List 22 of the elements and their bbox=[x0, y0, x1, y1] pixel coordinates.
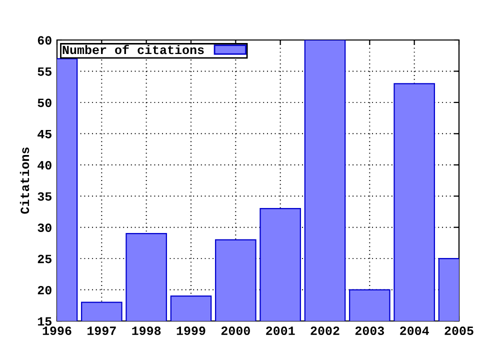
x-tick-label: 1998 bbox=[132, 326, 161, 336]
legend-label: Number of citations bbox=[62, 44, 204, 54]
y-tick-label: 25 bbox=[38, 254, 52, 264]
x-tick-label: 2002 bbox=[310, 326, 340, 336]
y-tick-label: 35 bbox=[38, 192, 52, 201]
y-tick-label: 55 bbox=[38, 68, 52, 76]
y-tick-label: 15 bbox=[38, 317, 52, 326]
x-tick-label: 1996 bbox=[42, 326, 72, 336]
y-tick-label: 45 bbox=[38, 130, 52, 138]
x-tick-label: 2004 bbox=[400, 326, 429, 336]
x-tick-label: 2003 bbox=[355, 326, 384, 336]
y-tick-label: 50 bbox=[38, 98, 52, 108]
x-tick-label: 2005 bbox=[444, 326, 474, 336]
x-tick-label: 1997 bbox=[88, 326, 116, 336]
y-tick-label: 20 bbox=[38, 286, 52, 294]
y-tick-label: 60 bbox=[38, 36, 52, 45]
y-axis-title: Citations bbox=[20, 148, 30, 214]
x-tick-label: 1999 bbox=[176, 326, 206, 336]
y-tick-label: 40 bbox=[38, 161, 52, 170]
y-tick-label: 30 bbox=[38, 224, 52, 232]
x-tick-label: 2000 bbox=[221, 326, 250, 336]
x-tick-label: 2001 bbox=[266, 326, 295, 336]
